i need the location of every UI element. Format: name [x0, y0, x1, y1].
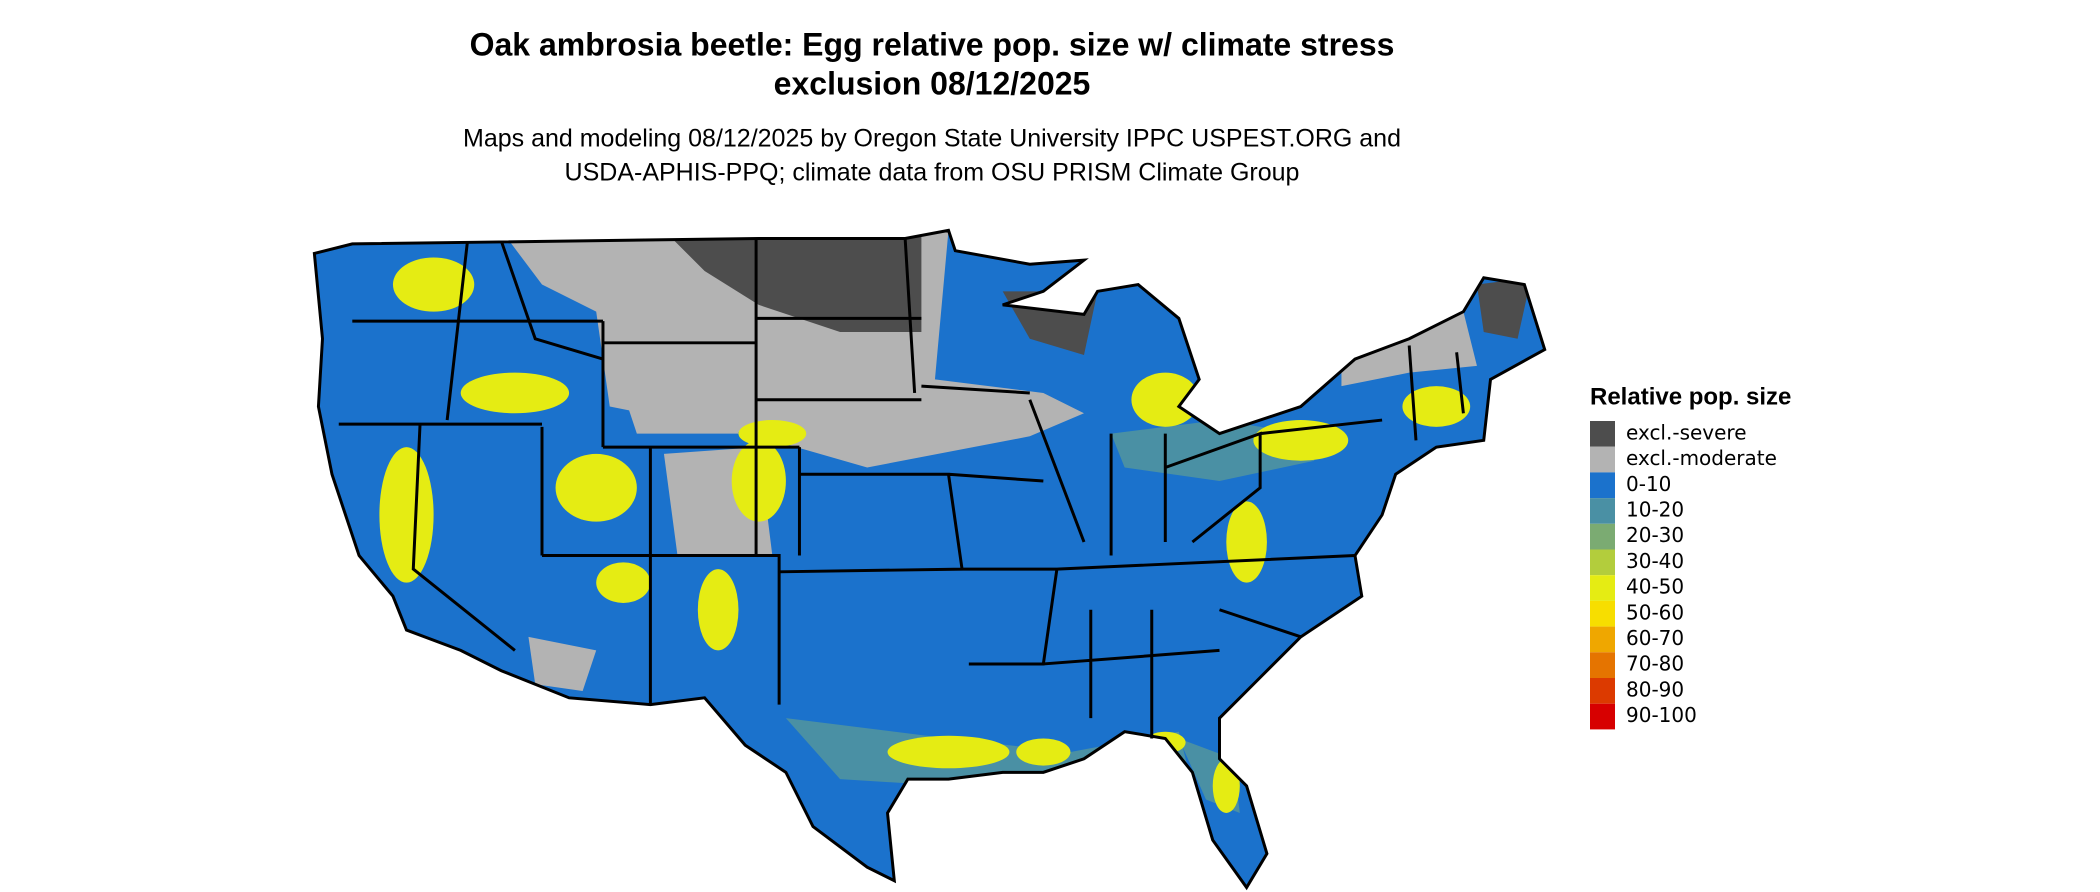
legend-swatch — [1590, 498, 1615, 524]
legend-label: 30-40 — [1626, 549, 1684, 573]
legend-label: 90-100 — [1626, 703, 1697, 727]
legend-label: 40-50 — [1626, 575, 1684, 599]
legend-swatch — [1590, 575, 1615, 601]
us-map — [312, 228, 1547, 890]
title-line: exclusion 08/12/2025 — [774, 65, 1091, 101]
legend-swatch — [1590, 523, 1615, 550]
title-line: Oak ambrosia beetle: Egg relative pop. s… — [470, 26, 1395, 62]
legend-swatch — [1590, 549, 1615, 576]
legend-swatch — [1590, 626, 1615, 653]
legend-label: 70-80 — [1626, 652, 1684, 676]
legend-label: excl.-severe — [1626, 420, 1747, 444]
legend-label: 0-10 — [1626, 472, 1671, 496]
subtitle-line: USDA-APHIS-PPQ; climate data from OSU PR… — [565, 159, 1300, 187]
legend-label: excl.-moderate — [1626, 446, 1777, 470]
legend-title: Relative pop. size — [1590, 383, 1791, 410]
state-borders — [338, 238, 1465, 739]
legend-swatch — [1590, 703, 1615, 730]
legend-swatch — [1590, 678, 1615, 704]
legend-swatch — [1590, 446, 1615, 473]
legend-swatch — [1590, 472, 1615, 499]
legend-label: 20-30 — [1626, 523, 1684, 547]
legend-swatch — [1590, 600, 1615, 627]
legend-label: 10-20 — [1626, 497, 1684, 521]
legend: excl.-severeexcl.-moderate0-1010-2020-30… — [1590, 420, 1777, 730]
legend-swatch — [1590, 421, 1615, 447]
legend-label: 80-90 — [1626, 677, 1684, 701]
subtitle-line: Maps and modeling 08/12/2025 by Oregon S… — [463, 125, 1401, 153]
legend-swatch — [1590, 652, 1615, 678]
legend-label: 60-70 — [1626, 626, 1684, 650]
legend-label: 50-60 — [1626, 600, 1684, 624]
